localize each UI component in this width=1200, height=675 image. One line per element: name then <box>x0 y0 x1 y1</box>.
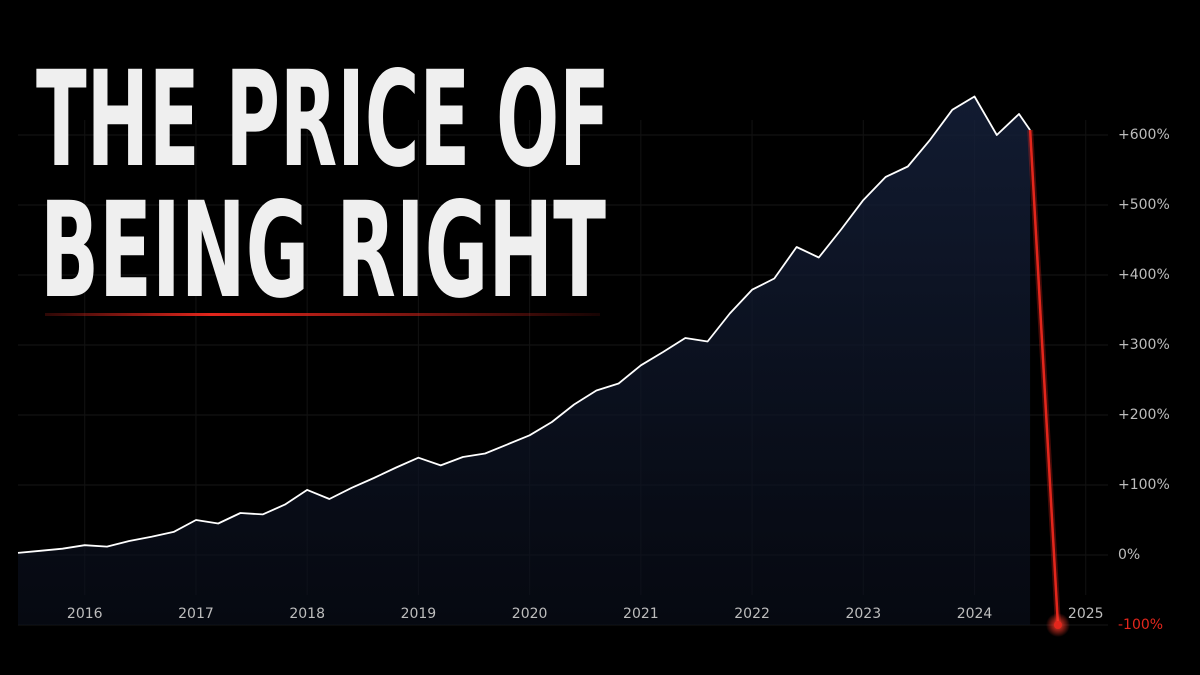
y-tick-label: +600% <box>1118 127 1170 143</box>
y-tick-label: +400% <box>1118 267 1170 283</box>
y-tick-label: +300% <box>1118 337 1170 353</box>
title-line: THE PRICE OF <box>36 43 610 197</box>
x-tick-label: 2019 <box>401 606 437 622</box>
y-tick-label: 0% <box>1118 547 1140 563</box>
x-tick-label: 2021 <box>623 606 659 622</box>
x-tick-label: 2023 <box>845 606 881 622</box>
y-tick-label: -100% <box>1118 617 1163 633</box>
title-block: THE PRICE OF BEING RIGHT <box>36 43 610 328</box>
x-tick-label: 2024 <box>957 606 993 622</box>
x-tick-label: 2017 <box>178 606 214 622</box>
axes: -100% 0% +100% +200% +300% +400% +500% +600% 201… <box>67 127 1170 633</box>
crash-dot <box>1053 621 1062 629</box>
title-underline <box>45 313 600 316</box>
crash-line <box>1028 130 1060 626</box>
x-tick-label: 2016 <box>67 606 103 622</box>
x-tick-label: 2020 <box>512 606 548 622</box>
title-line: BEING RIGHT <box>40 174 606 328</box>
area <box>18 96 1031 625</box>
y-tick-label: +200% <box>1118 407 1170 423</box>
x-tick-label: 2025 <box>1068 606 1104 622</box>
y-tick-label: +100% <box>1118 477 1170 493</box>
plot <box>17 95 1070 637</box>
y-tick-label: +500% <box>1118 197 1170 213</box>
line <box>17 95 1031 554</box>
x-tick-label: 2022 <box>734 606 770 622</box>
x-tick-label: 2018 <box>289 606 325 622</box>
